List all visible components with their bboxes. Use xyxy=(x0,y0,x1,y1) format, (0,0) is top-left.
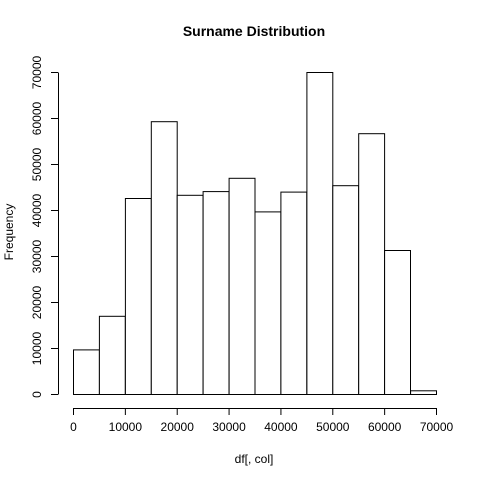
y-tick-label: 30000 xyxy=(30,239,44,273)
histogram-bar xyxy=(176,194,204,395)
bars-group xyxy=(73,72,438,395)
histogram-bar xyxy=(410,390,438,395)
y-tick-label: 70000 xyxy=(30,55,44,89)
histogram-bar xyxy=(358,133,386,395)
histogram-bar xyxy=(228,177,256,395)
x-tick-label: 40000 xyxy=(264,420,298,434)
y-axis-label: Frequency xyxy=(2,204,16,261)
x-tick-label: 20000 xyxy=(161,420,195,434)
histogram-bar xyxy=(73,349,100,395)
y-tick-label: 20000 xyxy=(30,285,44,319)
y-tick-label: 40000 xyxy=(30,193,44,227)
x-tick-label: 30000 xyxy=(212,420,246,434)
x-tick-label: 10000 xyxy=(109,420,143,434)
y-axis: 0 10000 20000 30000 40000 50000 60000 70000 xyxy=(30,55,59,398)
histogram-bar xyxy=(150,121,178,395)
histogram-bar xyxy=(254,211,282,395)
x-tick-label: 50000 xyxy=(316,420,350,434)
y-tick-label: 50000 xyxy=(30,147,44,181)
histogram-bar xyxy=(124,198,152,395)
y-tick-label: 60000 xyxy=(30,101,44,135)
y-tick-label: 10000 xyxy=(30,331,44,365)
x-axis-label: df[, col] xyxy=(235,452,274,466)
histogram-bar xyxy=(280,191,308,395)
x-axis: 0 10000 20000 30000 40000 50000 60000 70000 xyxy=(70,408,454,434)
histogram-bar xyxy=(306,72,334,395)
chart-title: Surname Distribution xyxy=(183,23,325,39)
x-tick-label: 70000 xyxy=(420,420,454,434)
histogram-bar xyxy=(202,191,230,395)
histogram-bar xyxy=(384,250,412,395)
x-tick-label: 60000 xyxy=(368,420,402,434)
x-tick-label: 0 xyxy=(70,420,77,434)
histogram-bar xyxy=(98,315,126,395)
y-tick-label: 0 xyxy=(30,391,44,398)
histogram-bar xyxy=(332,185,360,395)
